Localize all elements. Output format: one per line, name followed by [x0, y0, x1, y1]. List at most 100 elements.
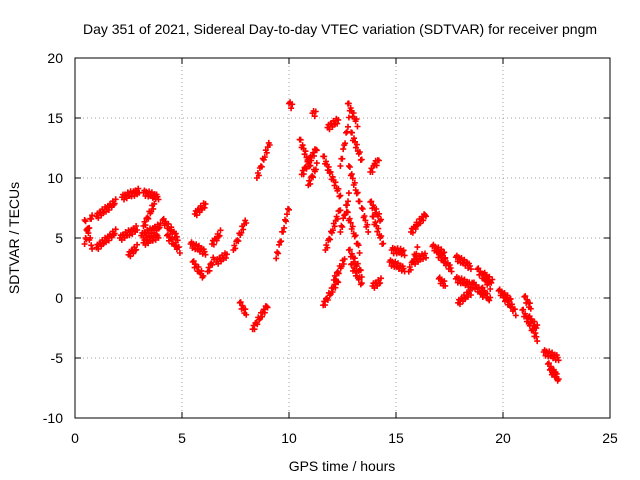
data-point — [332, 179, 339, 186]
data-point — [200, 272, 207, 279]
data-point — [325, 163, 332, 170]
data-point — [531, 318, 538, 325]
y-axis-label: SDTVAR / TECUs — [6, 182, 22, 294]
data-point — [552, 369, 559, 376]
data-point — [347, 219, 354, 226]
data-point — [135, 185, 142, 192]
data-point — [259, 313, 265, 320]
data-point — [251, 326, 258, 333]
data-point — [243, 311, 250, 318]
data-point — [190, 258, 197, 265]
data-point — [112, 226, 119, 233]
data-point — [352, 232, 359, 239]
data-point — [487, 294, 494, 301]
data-point — [534, 322, 541, 329]
data-point — [356, 149, 363, 156]
data-point — [329, 289, 336, 295]
data-point — [278, 238, 285, 245]
data-point — [420, 217, 427, 224]
data-point — [195, 264, 202, 270]
data-point — [336, 193, 343, 200]
data-point — [323, 158, 329, 165]
data-point — [467, 266, 474, 273]
data-point — [423, 213, 429, 220]
grid-lines — [75, 58, 610, 418]
y-axis-ticks: -10 -5 0 5 10 15 20 — [43, 50, 610, 426]
data-point — [202, 200, 209, 207]
data-point — [362, 217, 369, 224]
data-point — [348, 171, 355, 178]
data-point — [359, 206, 366, 212]
data-point — [335, 270, 342, 277]
data-point — [334, 215, 341, 222]
data-point — [232, 245, 239, 252]
data-point — [350, 110, 357, 116]
data-point — [261, 309, 268, 316]
data-point — [275, 250, 282, 257]
data-point — [512, 312, 519, 319]
data-point — [337, 229, 344, 235]
data-point — [364, 221, 371, 228]
data-point — [351, 233, 358, 240]
data-point — [378, 233, 385, 240]
data-point — [215, 233, 222, 240]
data-point — [520, 306, 527, 313]
chart-title: Day 351 of 2021, Sidereal Day-to-day VTE… — [83, 21, 597, 37]
data-point — [448, 268, 455, 275]
data-point — [331, 223, 338, 230]
y-tick-label: 0 — [55, 290, 63, 306]
data-point — [338, 222, 345, 229]
data-point — [172, 230, 179, 237]
data-point — [353, 190, 360, 197]
data-point — [111, 200, 118, 207]
x-tick-label: 0 — [71, 430, 79, 446]
data-point — [84, 225, 91, 232]
data-point — [201, 248, 208, 255]
data-point — [89, 212, 96, 219]
data-point — [238, 229, 245, 236]
data-point — [142, 222, 149, 229]
data-point — [441, 278, 448, 285]
data-point — [356, 250, 363, 256]
data-point — [266, 142, 273, 148]
data-point — [299, 142, 306, 149]
data-point — [457, 301, 463, 308]
data-point — [263, 149, 270, 156]
data-point — [297, 136, 304, 143]
data-point — [111, 230, 118, 237]
data-point — [331, 272, 338, 279]
data-point — [306, 177, 313, 184]
y-tick-label: 5 — [55, 230, 63, 246]
data-point — [354, 260, 361, 267]
data-point — [313, 147, 320, 154]
data-point — [484, 290, 491, 297]
data-point — [327, 168, 334, 175]
data-point — [169, 236, 176, 243]
data-point — [254, 321, 261, 328]
data-point — [422, 250, 428, 257]
data-point — [345, 100, 352, 107]
data-point — [340, 215, 347, 222]
data-point — [87, 234, 94, 241]
data-point — [533, 325, 540, 332]
data-point — [345, 198, 351, 205]
data-point — [341, 256, 348, 263]
data-point — [346, 215, 353, 222]
data-point — [321, 153, 328, 160]
data-point — [205, 264, 212, 271]
data-point — [322, 302, 329, 308]
data-point — [168, 224, 175, 231]
data-point — [354, 123, 361, 130]
data-point — [346, 246, 353, 253]
data-point — [533, 333, 540, 340]
x-tick-label: 20 — [495, 430, 511, 446]
data-point — [255, 172, 262, 179]
data-point — [242, 306, 249, 313]
data-point — [361, 213, 368, 219]
data-point — [329, 227, 336, 234]
data-point — [378, 216, 384, 223]
data-point — [324, 297, 331, 303]
data-point — [375, 157, 382, 164]
data-point — [89, 245, 96, 252]
data-point — [196, 209, 203, 216]
